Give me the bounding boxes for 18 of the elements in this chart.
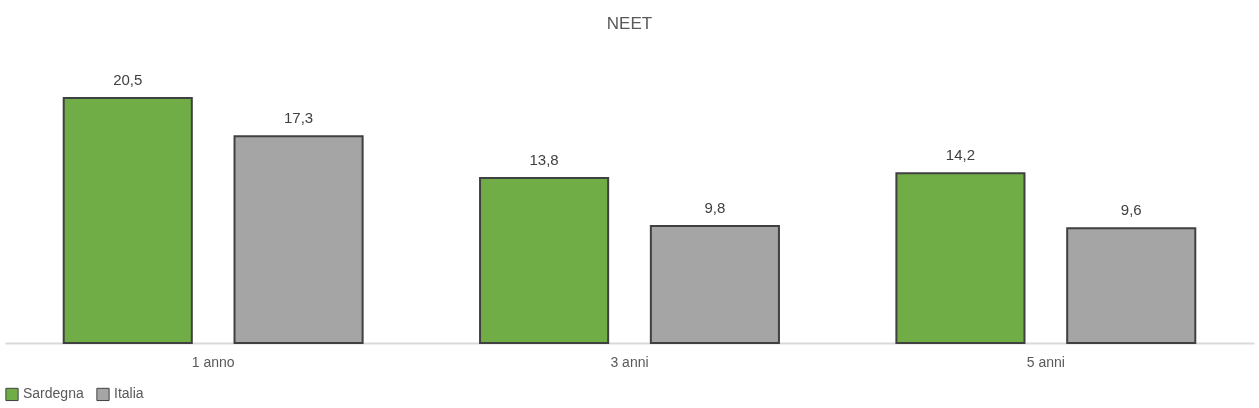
legend-label: Italia	[114, 385, 144, 402]
bar	[62, 97, 193, 344]
chart-title: NEET	[606, 14, 653, 33]
bar	[479, 177, 610, 344]
data-label: 9,6	[1120, 201, 1142, 219]
legend-label: Sardegna	[23, 385, 84, 402]
x-tick-label: 1 anno	[191, 353, 235, 370]
bar	[233, 135, 364, 344]
data-label: 9,8	[704, 198, 726, 216]
data-label: 13,8	[529, 151, 559, 169]
data-label: 17,3	[283, 109, 314, 127]
data-label: 20,5	[113, 71, 143, 88]
bar	[895, 172, 1026, 344]
data-label: 14,2	[945, 146, 976, 164]
x-tick-label: 5 anni	[1026, 353, 1065, 370]
bar	[649, 224, 780, 344]
bar	[1066, 227, 1197, 344]
x-tick-label: 3 anni	[610, 353, 649, 370]
